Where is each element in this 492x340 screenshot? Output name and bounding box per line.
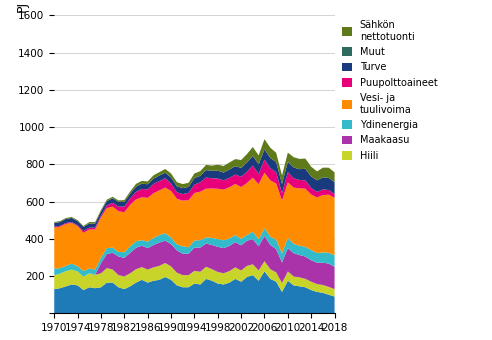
Legend: Sähkön
nettotuonti, Muut, Turve, Puupolttoaineet, Vesi- ja
tuulivoima, Ydinenerg: Sähkön nettotuonti, Muut, Turve, Puupolt… bbox=[342, 20, 437, 161]
Y-axis label: PJ: PJ bbox=[16, 1, 29, 12]
